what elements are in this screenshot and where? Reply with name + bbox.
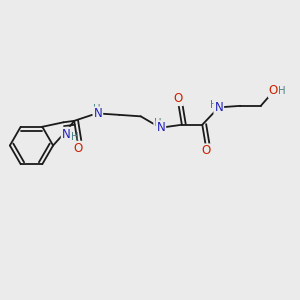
- Text: H: H: [93, 103, 100, 114]
- Text: O: O: [73, 142, 83, 155]
- Text: H: H: [278, 85, 285, 96]
- Text: O: O: [174, 92, 183, 105]
- Text: O: O: [201, 144, 211, 158]
- Text: N: N: [157, 121, 165, 134]
- Text: O: O: [269, 84, 278, 97]
- Text: N: N: [94, 107, 102, 121]
- Text: H: H: [71, 132, 79, 142]
- Text: H: H: [154, 118, 162, 128]
- Text: N: N: [214, 101, 223, 114]
- Text: N: N: [62, 128, 70, 141]
- Text: H: H: [210, 100, 217, 110]
